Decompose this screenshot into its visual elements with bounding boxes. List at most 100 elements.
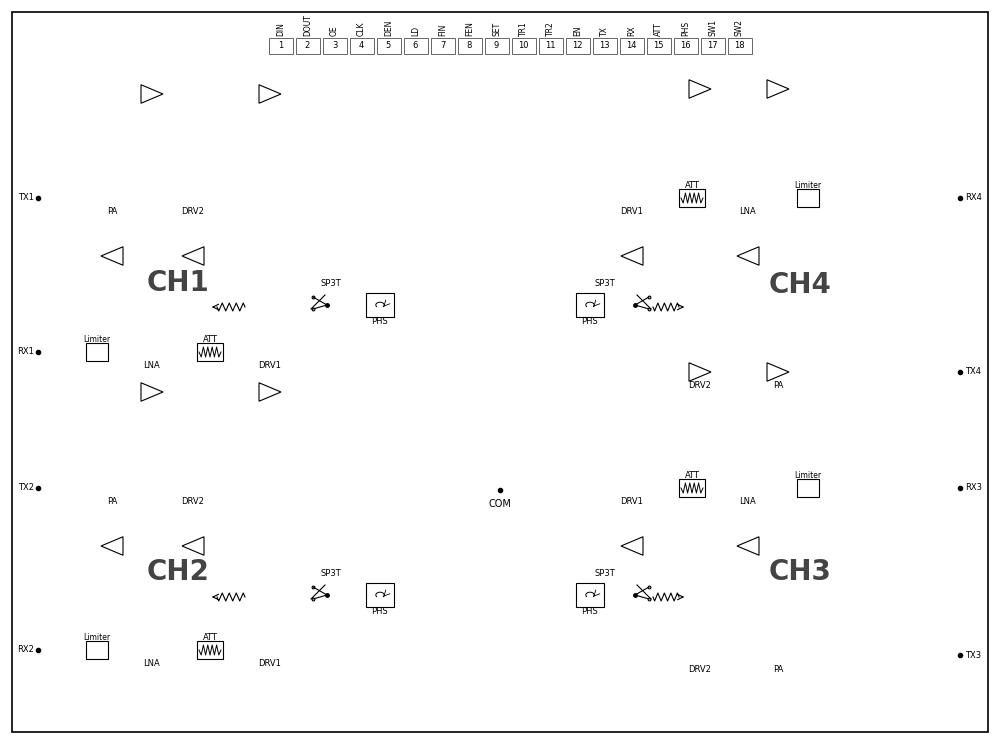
Text: DIN: DIN: [276, 22, 285, 36]
Bar: [538, 38, 562, 54]
Text: 16: 16: [680, 42, 691, 51]
Text: PA: PA: [107, 498, 117, 507]
Bar: [197, 343, 223, 361]
Bar: [679, 479, 705, 497]
Text: FEN: FEN: [465, 21, 474, 36]
Text: 3: 3: [332, 42, 337, 51]
Bar: [86, 641, 108, 659]
Bar: [366, 293, 394, 317]
Bar: [512, 38, 536, 54]
Bar: [350, 38, 374, 54]
Text: RX1: RX1: [17, 347, 34, 356]
Text: 7: 7: [440, 42, 445, 51]
Text: TX: TX: [600, 26, 609, 36]
Text: FIN: FIN: [438, 24, 447, 36]
Text: Limiter: Limiter: [83, 632, 111, 641]
Text: 4: 4: [359, 42, 364, 51]
Bar: [797, 189, 819, 207]
Text: TX4: TX4: [965, 368, 981, 376]
Text: LNA: LNA: [740, 498, 756, 507]
Bar: [679, 189, 705, 207]
Text: 15: 15: [653, 42, 664, 51]
Text: TR1: TR1: [519, 22, 528, 36]
Text: RX2: RX2: [17, 646, 34, 655]
Text: PA: PA: [107, 208, 117, 217]
Text: SW1: SW1: [708, 19, 717, 36]
Text: PA: PA: [773, 664, 783, 673]
Text: LNA: LNA: [144, 659, 160, 669]
Text: TX2: TX2: [18, 484, 34, 493]
Bar: [674, 38, 698, 54]
Text: 8: 8: [467, 42, 472, 51]
Bar: [376, 38, 400, 54]
Bar: [430, 38, 454, 54]
Text: PHS: PHS: [582, 606, 598, 615]
Text: 10: 10: [518, 42, 529, 51]
Text: COM: COM: [489, 499, 511, 509]
Text: DRV2: DRV2: [689, 382, 711, 391]
Text: CH4: CH4: [769, 271, 831, 299]
Bar: [268, 38, 292, 54]
Text: ATT: ATT: [684, 181, 700, 190]
Text: PHS: PHS: [582, 316, 598, 326]
Text: Limiter: Limiter: [794, 181, 822, 190]
Text: 2: 2: [305, 42, 310, 51]
Bar: [700, 38, 724, 54]
Text: 1: 1: [278, 42, 283, 51]
Text: OE: OE: [330, 25, 339, 36]
Text: SET: SET: [492, 22, 501, 36]
Bar: [296, 38, 320, 54]
Text: ATT: ATT: [684, 470, 700, 479]
Text: TR2: TR2: [546, 22, 555, 36]
Bar: [197, 641, 223, 659]
Bar: [646, 38, 670, 54]
Text: 5: 5: [386, 42, 391, 51]
Text: LD: LD: [411, 26, 420, 36]
Bar: [566, 38, 590, 54]
Bar: [576, 293, 604, 317]
Bar: [576, 583, 604, 607]
Text: CH1: CH1: [147, 269, 209, 297]
Bar: [620, 38, 644, 54]
Bar: [404, 38, 428, 54]
Text: 11: 11: [545, 42, 556, 51]
Text: RX3: RX3: [965, 484, 982, 493]
Text: RX: RX: [627, 25, 636, 36]
Text: 18: 18: [734, 42, 745, 51]
Text: ATT: ATT: [202, 335, 218, 344]
Text: DRV2: DRV2: [689, 664, 711, 673]
Text: SP3T: SP3T: [321, 278, 341, 287]
Text: CH2: CH2: [147, 558, 209, 586]
Text: SP3T: SP3T: [595, 278, 615, 287]
Bar: [728, 38, 752, 54]
Text: 6: 6: [413, 42, 418, 51]
Text: TX3: TX3: [965, 650, 981, 659]
Text: SW2: SW2: [735, 19, 744, 36]
Text: CH3: CH3: [769, 558, 831, 586]
Text: ATT: ATT: [202, 632, 218, 641]
Text: EN: EN: [573, 25, 582, 36]
Text: PA: PA: [773, 382, 783, 391]
Text: DRV2: DRV2: [182, 208, 204, 217]
Text: ATT: ATT: [654, 22, 663, 36]
Text: CLK: CLK: [357, 22, 366, 36]
Text: DRV1: DRV1: [621, 498, 643, 507]
Text: DOUT: DOUT: [303, 14, 312, 36]
Text: PHS: PHS: [681, 21, 690, 36]
Text: DRV1: DRV1: [259, 659, 281, 669]
Bar: [86, 343, 108, 361]
Bar: [484, 38, 509, 54]
Text: RX4: RX4: [965, 193, 982, 202]
Text: Limiter: Limiter: [794, 470, 822, 479]
Text: 17: 17: [707, 42, 718, 51]
Text: DRV1: DRV1: [621, 208, 643, 217]
Bar: [592, 38, 616, 54]
Text: 14: 14: [626, 42, 637, 51]
Text: Limiter: Limiter: [83, 335, 111, 344]
Bar: [322, 38, 347, 54]
Bar: [458, 38, 482, 54]
Text: 9: 9: [494, 42, 499, 51]
Text: DRV2: DRV2: [182, 498, 204, 507]
Text: DRV1: DRV1: [259, 362, 281, 371]
Text: LNA: LNA: [144, 362, 160, 371]
